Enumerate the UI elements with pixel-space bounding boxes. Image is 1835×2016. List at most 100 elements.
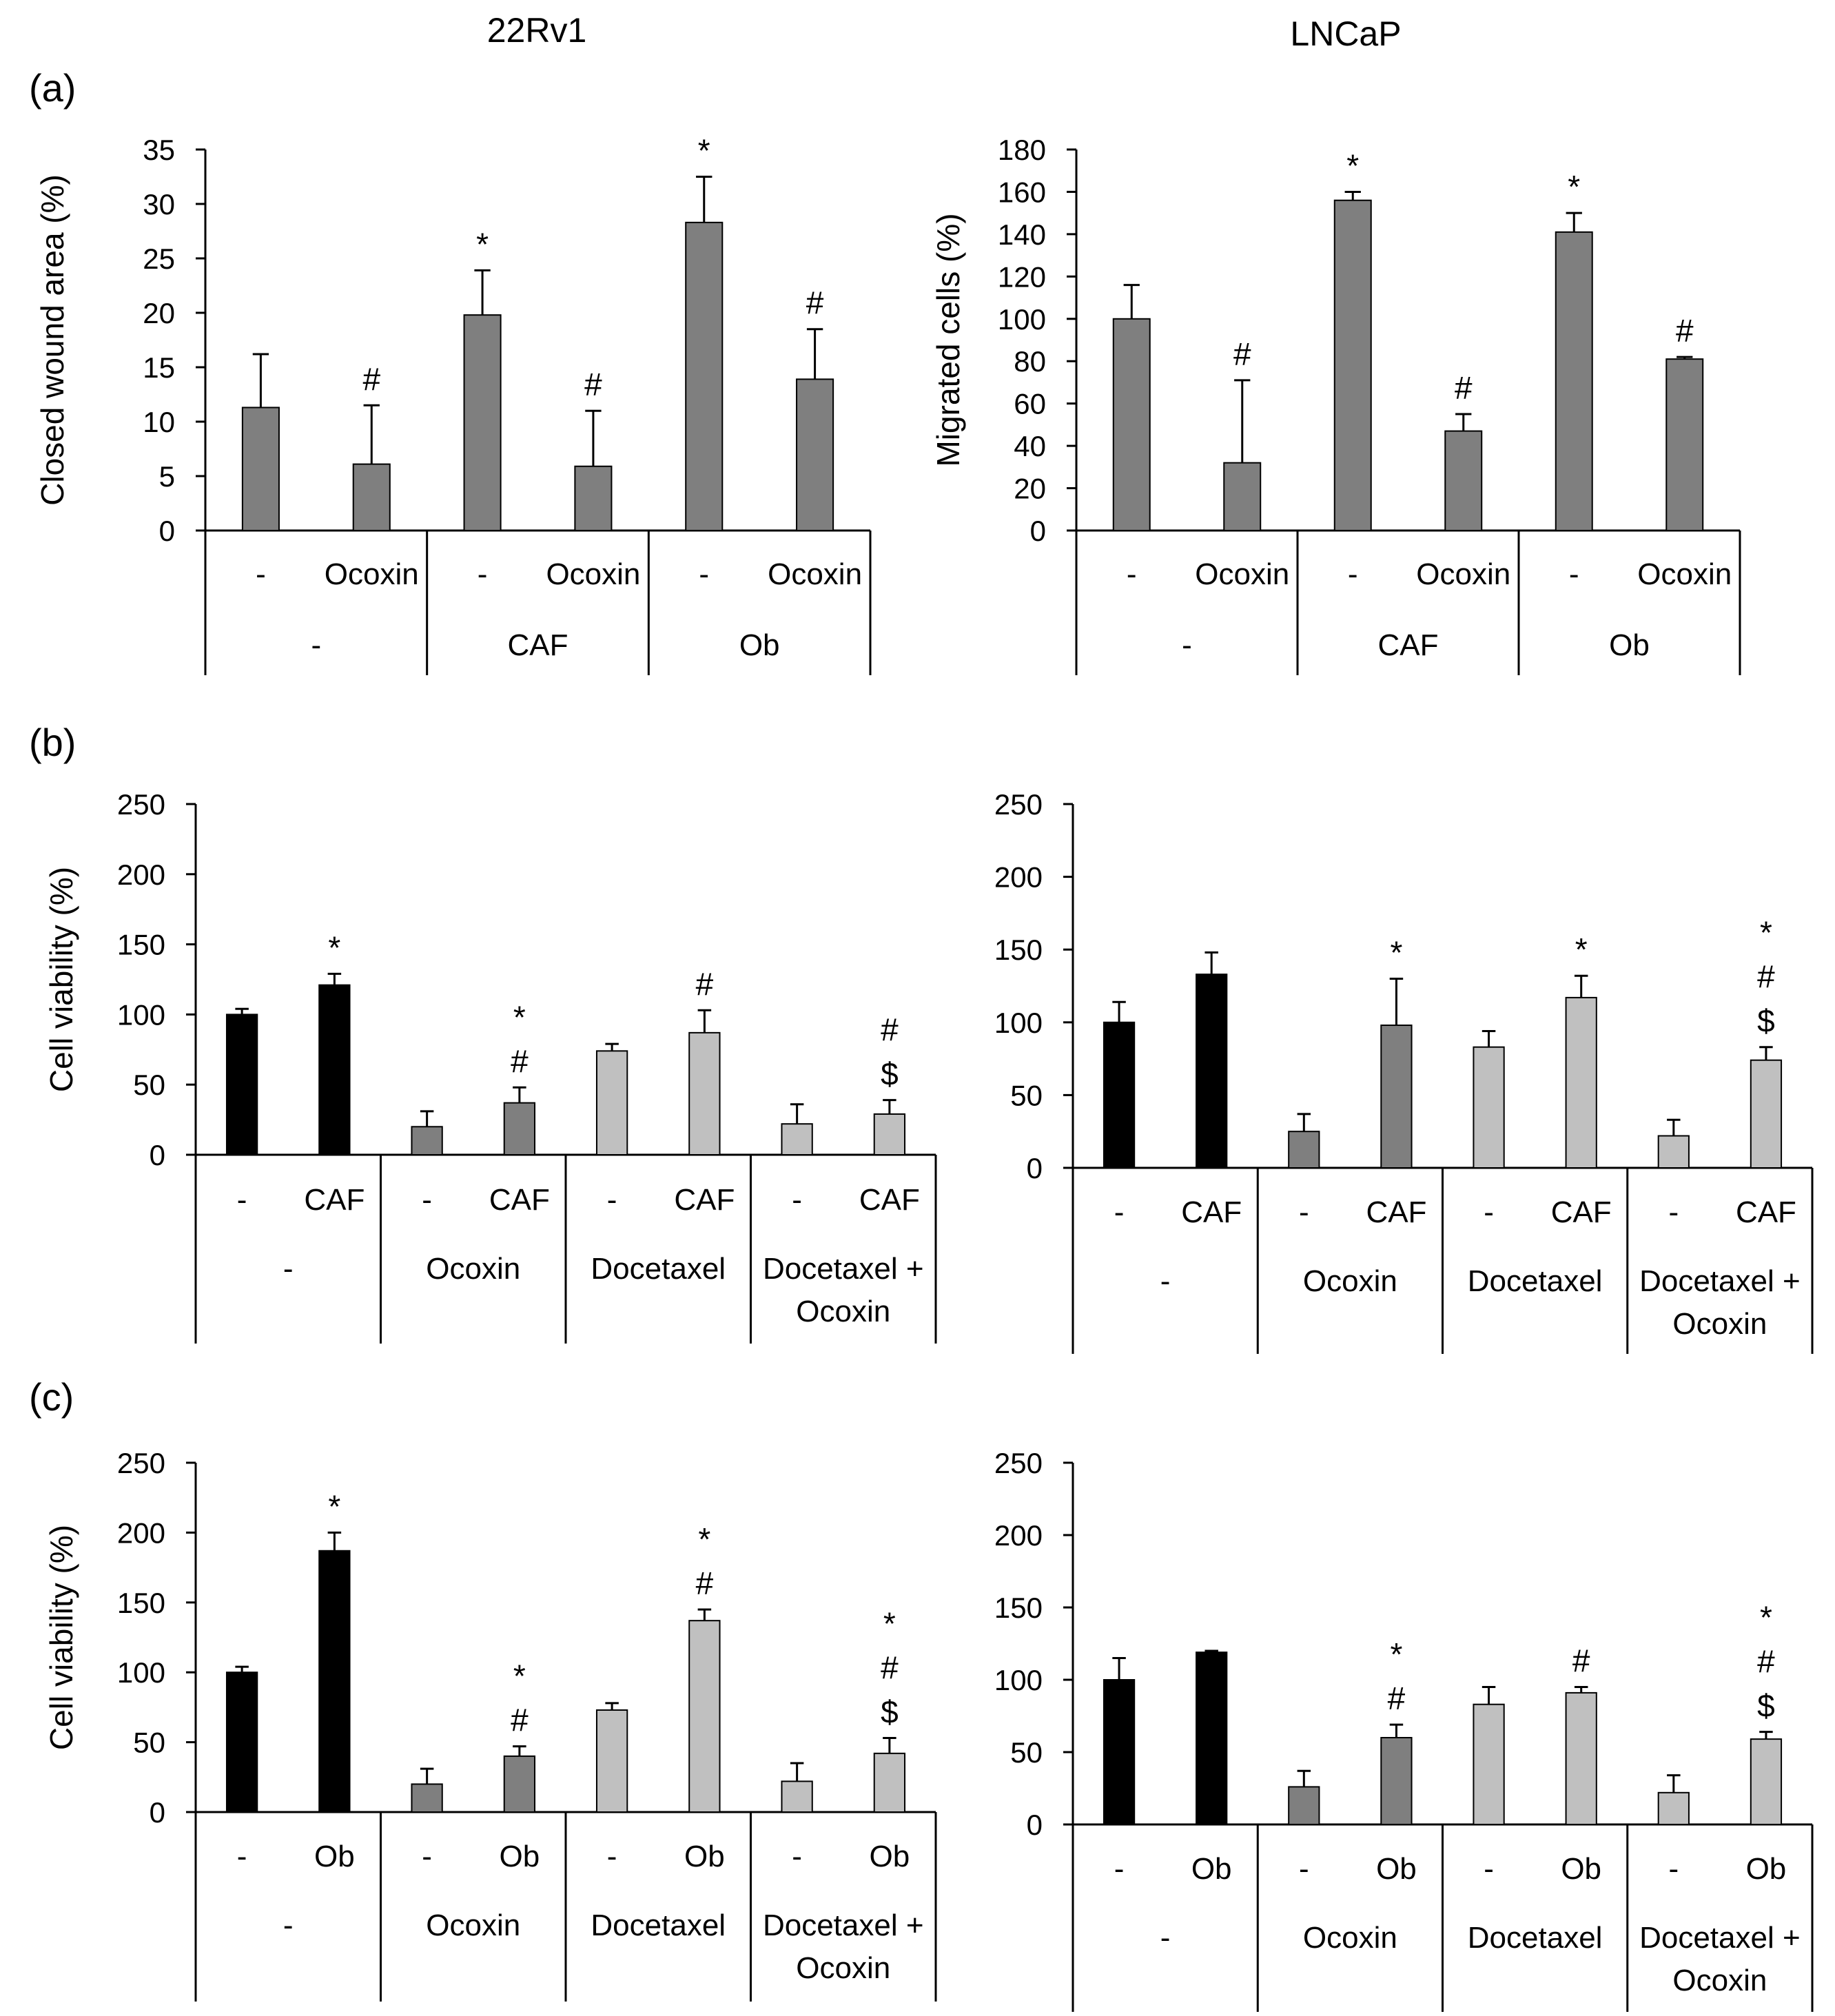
x-sub-label: Ocoxin xyxy=(768,557,862,591)
x-group-label: CAF xyxy=(508,628,568,662)
x-sub-label: Ob xyxy=(1376,1852,1417,1886)
significance-mark: * xyxy=(698,1521,710,1557)
x-group-label: Ocoxin xyxy=(1303,1264,1397,1298)
x-sub-label: CAF xyxy=(1736,1195,1796,1229)
bar xyxy=(595,1050,628,1156)
x-sub-label: - xyxy=(478,557,488,591)
bar xyxy=(1565,1691,1597,1825)
x-group-label: Docetaxel + xyxy=(763,1909,924,1942)
significance-mark: # xyxy=(362,361,380,397)
bar xyxy=(781,1780,813,1813)
x-group-label: Ocoxin xyxy=(426,1252,520,1286)
y-tick-label: 30 xyxy=(143,188,175,220)
significance-mark: $ xyxy=(1757,1003,1775,1039)
x-sub-label: - xyxy=(607,1840,617,1873)
x-sub-label: CAF xyxy=(859,1183,920,1217)
x-sub-label: - xyxy=(607,1183,617,1217)
bar xyxy=(318,984,351,1156)
x-sub-label: - xyxy=(699,557,709,591)
x-sub-label: - xyxy=(237,1840,247,1873)
x-group-label: - xyxy=(283,1909,294,1942)
x-sub-label: - xyxy=(1127,557,1137,591)
x-sub-label: Ob xyxy=(870,1840,910,1873)
significance-mark: * xyxy=(698,133,710,169)
y-axis-label: Migrated cells (%) xyxy=(930,213,966,466)
bar xyxy=(225,1672,258,1813)
y-tick-label: 150 xyxy=(117,929,165,961)
x-group-label: CAF xyxy=(1378,628,1439,662)
x-group-label: Ocoxin xyxy=(1303,1921,1397,1955)
panel-label-a: (a) xyxy=(29,66,76,110)
x-group-label: Docetaxel + xyxy=(1639,1921,1801,1955)
significance-mark: # xyxy=(584,367,602,402)
y-tick-label: 0 xyxy=(150,1139,165,1171)
significance-mark: * xyxy=(1575,932,1588,967)
significance-mark: # xyxy=(881,1012,899,1048)
y-tick-label: 150 xyxy=(117,1587,165,1619)
x-group-label: Docetaxel xyxy=(591,1909,726,1942)
bar xyxy=(1444,430,1483,531)
x-sub-label: Ocoxin xyxy=(325,557,419,591)
x-group-label: Docetaxel + xyxy=(763,1252,924,1286)
x-sub-label: CAF xyxy=(489,1183,550,1217)
y-tick-label: 250 xyxy=(117,788,165,821)
x-sub-label: Ob xyxy=(684,1840,725,1873)
significance-mark: # xyxy=(696,1565,714,1601)
bar xyxy=(796,378,834,531)
x-group-label: Docetaxel xyxy=(591,1252,726,1286)
significance-mark: # xyxy=(1757,1644,1775,1680)
y-tick-label: 250 xyxy=(117,1447,165,1479)
bar xyxy=(411,1783,443,1813)
bar xyxy=(781,1123,813,1156)
significance-mark: # xyxy=(1676,313,1694,349)
x-group-label: Docetaxel xyxy=(1468,1264,1603,1298)
significance-mark: * xyxy=(883,1606,896,1642)
significance-mark: # xyxy=(696,966,714,1002)
bar xyxy=(1473,1703,1505,1825)
bar xyxy=(873,1752,906,1813)
y-tick-label: 80 xyxy=(1014,345,1046,378)
x-sub-label: - xyxy=(792,1840,802,1873)
x-sub-label: - xyxy=(1668,1195,1679,1229)
bar xyxy=(1288,1786,1320,1825)
y-tick-label: 140 xyxy=(998,218,1046,251)
significance-mark: * xyxy=(513,1658,526,1694)
y-tick-label: 0 xyxy=(1030,515,1046,547)
y-tick-label: 0 xyxy=(1027,1152,1043,1184)
x-group-label: Ob xyxy=(1609,628,1650,662)
x-sub-label: - xyxy=(237,1183,247,1217)
x-sub-label: Ob xyxy=(500,1840,540,1873)
y-tick-label: 200 xyxy=(117,858,165,891)
y-tick-label: 50 xyxy=(1010,1079,1043,1111)
bar xyxy=(1333,199,1372,531)
y-tick-label: 100 xyxy=(117,1656,165,1689)
bar xyxy=(1665,358,1704,532)
y-tick-label: 10 xyxy=(143,406,175,438)
bar xyxy=(595,1709,628,1813)
y-tick-label: 200 xyxy=(994,861,1043,894)
y-tick-label: 100 xyxy=(994,1664,1043,1696)
significance-mark: # xyxy=(511,1043,529,1079)
significance-mark: # xyxy=(1233,336,1251,372)
bar xyxy=(1196,974,1228,1169)
y-tick-label: 150 xyxy=(994,1592,1043,1624)
x-group-label: - xyxy=(1160,1921,1171,1955)
bar xyxy=(1223,462,1262,532)
panel-label-c: (c) xyxy=(29,1375,74,1419)
bar xyxy=(225,1014,258,1156)
y-tick-label: 200 xyxy=(117,1516,165,1549)
bar xyxy=(1565,996,1597,1169)
y-tick-label: 200 xyxy=(994,1519,1043,1552)
y-tick-label: 250 xyxy=(994,788,1043,821)
bar xyxy=(318,1550,351,1813)
bar xyxy=(503,1102,536,1155)
x-group-label: Ocoxin xyxy=(796,1951,890,1985)
x-sub-label: CAF xyxy=(1366,1195,1426,1229)
x-sub-label: CAF xyxy=(304,1183,365,1217)
y-tick-label: 5 xyxy=(159,460,175,493)
x-group-label: Ocoxin xyxy=(1672,1964,1767,1997)
x-sub-label: - xyxy=(1348,557,1358,591)
